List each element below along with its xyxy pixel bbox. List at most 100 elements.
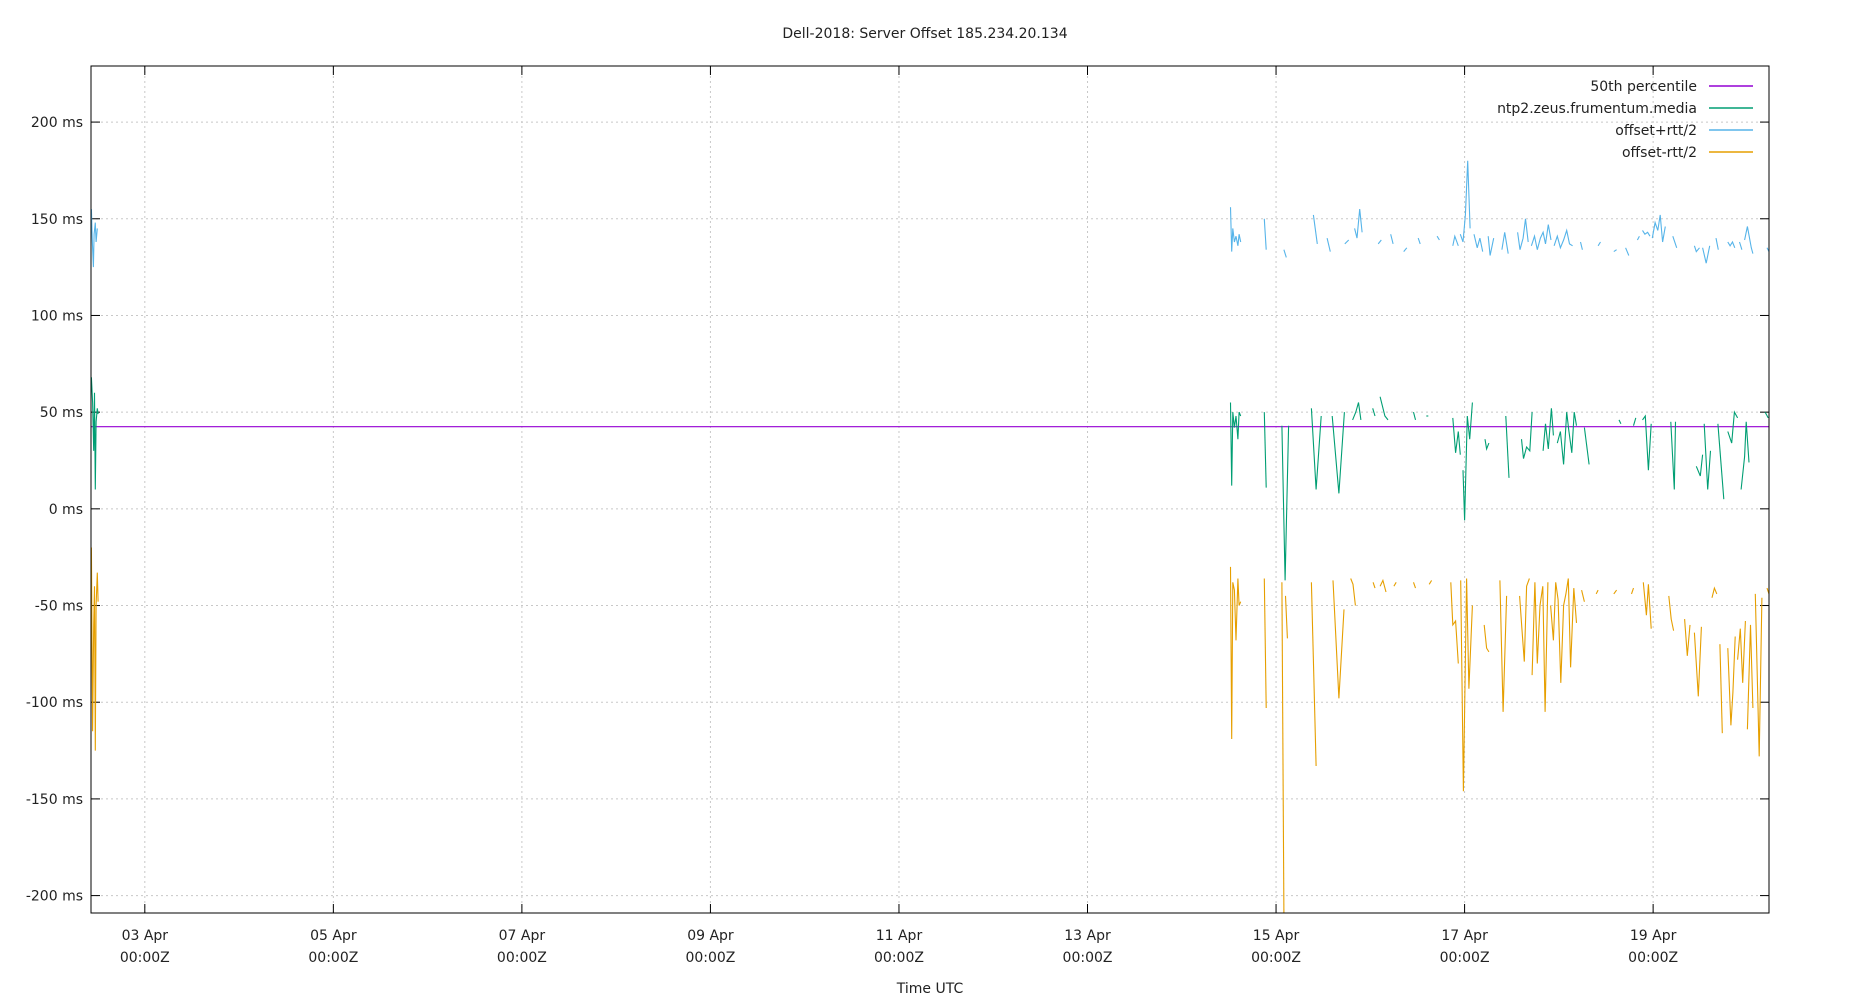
series-line-offset-rtt-2: [1597, 241, 1601, 247]
series-line-ntp2-zeus-frumentum-media: [1263, 412, 1267, 488]
series-line-offset-rtt-2: [1460, 578, 1473, 792]
x-axis: 03 Apr 00:00Z 05 Apr 00:00Z 07 Apr 00:00Z 09 A…: [120, 66, 1678, 966]
legend-label: offset+rtt/2: [1615, 123, 1697, 139]
series-line-ntp2-zeus-frumentum-media: [1556, 412, 1578, 465]
series-line-offset-rtt-2: [1746, 624, 1754, 730]
series-line-ntp2-zeus-frumentum-media: [1642, 414, 1652, 471]
series-line-ntp2-zeus-frumentum-media: [1583, 427, 1590, 465]
series-line-offset-rtt-2: [1499, 580, 1508, 712]
series-line-offset-rtt-2: [1737, 620, 1746, 683]
series-line-offset-rtt-2: [1642, 230, 1651, 237]
legend-label: ntp2.zeus.frumentum.media: [1497, 101, 1697, 117]
series-ntp2-zeus-frumentum-media: [91, 377, 1769, 581]
series-line-offset-rtt-2: [1450, 582, 1459, 664]
series-line-offset-rtt-2: [1428, 580, 1433, 585]
series-line-offset-rtt-2: [1711, 586, 1718, 598]
series-line-offset-rtt-2: [1672, 236, 1678, 248]
y-tick-label: 50 ms: [40, 405, 83, 421]
series-line-offset-rtt-2: [91, 209, 98, 268]
series-line-offset-rtt-2: [1727, 240, 1736, 249]
x-tick-time-label: 00:00Z: [874, 950, 924, 966]
series-line-offset-rtt-2: [1693, 626, 1702, 697]
series-line-offset-rtt-2: [1459, 160, 1471, 243]
series-line-offset-rtt-2: [1483, 624, 1490, 653]
series-line-ntp2-zeus-frumentum-media: [1764, 411, 1769, 419]
series-line-ntp2-zeus-frumentum-media: [1412, 411, 1417, 421]
x-tick-label: 13 Apr: [1064, 928, 1111, 944]
series-line-offset-rtt-2: [1377, 239, 1382, 245]
series-line-offset-rtt-2: [1715, 237, 1719, 250]
series-line-offset-rtt-2: [1487, 236, 1495, 256]
series-line-offset-rtt-2: [1636, 235, 1640, 241]
series-line-offset-rtt-2: [1668, 595, 1675, 631]
series-line-offset-rtt-2: [1719, 644, 1723, 734]
series-line-offset-rtt-2: [1702, 245, 1711, 264]
series-line-offset-rtt-2: [1283, 249, 1287, 258]
series-line-ntp2-zeus-frumentum-media: [1727, 410, 1739, 444]
grid-lines: [91, 66, 1769, 913]
series-line-offset-rtt-2: [1390, 234, 1394, 245]
x-tick-time-label: 00:00Z: [1628, 950, 1678, 966]
x-tick-time-label: 00:00Z: [497, 950, 547, 966]
series-line-offset-rtt-2: [1354, 209, 1363, 239]
y-tick-label: -50 ms: [35, 599, 83, 615]
y-tick-label: 100 ms: [31, 308, 83, 324]
series-line-offset-rtt-2: [1530, 224, 1552, 250]
series-line-ntp2-zeus-frumentum-media: [1484, 439, 1490, 451]
legend-label: 50th percentile: [1590, 79, 1697, 95]
series-line-offset-rtt-2: [1613, 589, 1618, 595]
x-tick-time-label: 00:00Z: [1251, 950, 1301, 966]
series-offset-rtt-2: [91, 547, 1769, 913]
x-tick-label: 15 Apr: [1253, 928, 1300, 944]
series-line-offset-rtt-2: [1613, 249, 1617, 253]
series-line-offset-rtt-2: [1229, 207, 1242, 252]
series-line-ntp2-zeus-frumentum-media: [1695, 454, 1704, 477]
series-line-offset-rtt-2: [1393, 582, 1397, 587]
y-tick-label: -150 ms: [26, 792, 83, 808]
series-line-offset-rtt-2: [1412, 582, 1417, 589]
series-line-ntp2-zeus-frumentum-media: [1717, 423, 1725, 500]
series-line-offset-rtt-2: [1403, 247, 1408, 252]
legend-label: offset-rtt/2: [1622, 145, 1697, 161]
x-tick-label: 11 Apr: [876, 928, 923, 944]
series-line-ntp2-zeus-frumentum-media: [1462, 402, 1473, 521]
series-line-offset-rtt-2: [1350, 578, 1356, 606]
series-line-offset-rtt-2: [1754, 593, 1763, 757]
series-line-offset-rtt-2: [1436, 235, 1440, 241]
x-tick-time-label: 00:00Z: [1440, 950, 1490, 966]
y-tick-label: -100 ms: [26, 695, 83, 711]
series-line-ntp2-zeus-frumentum-media: [1452, 417, 1461, 455]
series-line-offset-rtt-2: [1642, 582, 1652, 629]
series-line-offset-rtt-2: [1326, 237, 1331, 252]
series-line-offset-rtt-2: [1263, 218, 1267, 250]
series-line-offset-rtt-2: [1332, 580, 1345, 699]
series-line-offset-rtt-2: [1625, 247, 1630, 256]
series-line-ntp2-zeus-frumentum-media: [1352, 402, 1362, 421]
x-tick-time-label: 00:00Z: [120, 950, 170, 966]
series-line-offset-rtt-2: [1517, 218, 1529, 250]
x-axis-label: Time UTC: [896, 981, 964, 997]
series-line-offset-rtt-2: [1531, 582, 1549, 712]
series-line-ntp2-zeus-frumentum-media: [1740, 421, 1750, 490]
series-line-ntp2-zeus-frumentum-media: [1670, 421, 1677, 490]
series-line-offset-rtt-2: [1344, 239, 1350, 245]
series-line-offset-rtt-2: [1310, 582, 1317, 767]
series-line-offset-rtt-2: [1744, 226, 1754, 254]
series-line-offset-rtt-2: [1579, 241, 1583, 250]
series-line-offset-rtt-2: [1452, 234, 1459, 246]
series-line-offset-rtt-2: [1501, 232, 1509, 254]
series-line-offset-rtt-2: [1630, 587, 1635, 595]
chart-title: Dell-2018: Server Offset 185.234.20.134: [782, 26, 1067, 42]
series-line-ntp2-zeus-frumentum-media: [91, 377, 99, 490]
series-line-offset-rtt-2: [1550, 578, 1578, 683]
series-line-ntp2-zeus-frumentum-media: [1331, 412, 1345, 494]
legend: 50th percentile ntp2.zeus.frumentum.media…: [1497, 79, 1753, 161]
y-axis: 200 ms 150 ms 100 ms 50 ms 0 ms -50 ms -100 ms…: [26, 115, 1769, 905]
series-line-offset-rtt-2: [1727, 636, 1736, 726]
x-tick-label: 03 Apr: [122, 928, 169, 944]
series-line-offset-rtt-2: [1229, 566, 1242, 740]
x-tick-label: 05 Apr: [310, 928, 357, 944]
plot-frame: [90, 65, 1770, 914]
y-tick-label: 0 ms: [49, 502, 83, 518]
